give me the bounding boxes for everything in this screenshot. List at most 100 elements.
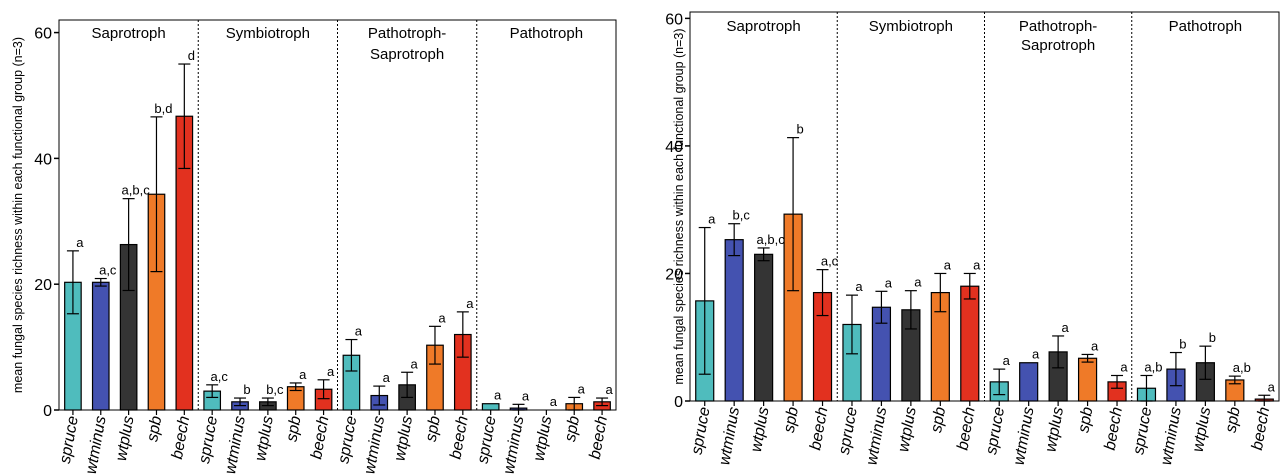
significance-label: a,c <box>99 263 117 278</box>
category-label: wtminus <box>361 415 388 475</box>
group-label: Saprotroph <box>370 46 444 63</box>
group-label: Saprotroph <box>92 25 166 42</box>
significance-label: a <box>466 296 474 311</box>
group-label: Pathotroph- <box>368 25 446 42</box>
chart-1: 0 20 40 60 mean fungal species richness with… <box>11 19 617 475</box>
significance-label: a <box>494 388 502 403</box>
significance-label: a,c <box>821 254 839 269</box>
significance-label: a <box>299 367 307 382</box>
bar-wtplus <box>754 253 774 402</box>
significance-label: b <box>243 382 250 397</box>
category-label: beech <box>447 415 471 461</box>
significance-label: a <box>855 279 863 294</box>
category-label: spb <box>1075 406 1096 434</box>
significance-label: a <box>550 394 558 409</box>
category-label: spb <box>144 415 165 443</box>
significance-label: a <box>944 257 952 272</box>
plot-frame <box>689 11 1280 402</box>
category-label: spruce <box>1130 406 1155 456</box>
category-label: beech <box>169 415 193 461</box>
group-label: Pathotroph- <box>1019 18 1097 35</box>
y-tick-label: 20 <box>34 277 52 294</box>
significance-label: a <box>973 257 981 272</box>
significance-label: b <box>1179 337 1186 352</box>
y-tick-label: 60 <box>665 11 683 28</box>
significance-label: a <box>76 235 84 250</box>
group-label: Symbiotroph <box>226 25 310 42</box>
category-label: spb <box>283 415 304 443</box>
group-label: Pathotroph <box>510 25 583 42</box>
category-label: spb <box>562 415 583 443</box>
bar-wtminus <box>1019 362 1039 402</box>
category-label: wtminus <box>83 415 110 475</box>
significance-label: a,b,c <box>757 232 786 247</box>
significance-label: a <box>1120 359 1128 374</box>
significance-label: a <box>1003 353 1011 368</box>
category-label: wtplus <box>252 415 277 463</box>
category-label: wtplus <box>895 406 920 454</box>
significance-label: b,c <box>266 382 284 397</box>
category-label: wtminus <box>222 415 249 475</box>
bar-wtminus <box>724 239 744 402</box>
significance-label: a,b <box>1144 359 1162 374</box>
y-tick-label: 0 <box>674 394 683 411</box>
category-label: beech <box>587 415 611 461</box>
bar-spruce <box>481 403 500 411</box>
bar-spb <box>1077 357 1098 402</box>
category-label: wtminus <box>863 406 890 467</box>
significance-label: a <box>522 388 530 403</box>
category-label: spruce <box>475 415 500 465</box>
category-label: wtplus <box>748 406 773 454</box>
y-axis-label: mean fungal species richness within each… <box>672 28 686 384</box>
category-label: spruce <box>983 406 1008 456</box>
category-label: spb <box>423 415 444 443</box>
category-label: spruce <box>335 415 360 465</box>
y-axis-label: mean fungal species richness within each… <box>11 37 25 393</box>
y-tick-label: 60 <box>34 26 52 43</box>
significance-label: b <box>796 122 803 137</box>
bar-beech <box>960 285 980 402</box>
category-label: spruce <box>196 415 221 465</box>
category-label: spruce <box>689 406 714 456</box>
category-label: spruce <box>836 406 861 456</box>
significance-label: a <box>411 356 419 371</box>
significance-label: a <box>578 381 586 396</box>
category-label: wtminus <box>716 406 743 467</box>
category-label: wtplus <box>531 415 556 463</box>
category-label: beech <box>308 415 332 461</box>
category-label: wtplus <box>391 415 416 463</box>
category-label: wtplus <box>1190 406 1215 454</box>
significance-label: a <box>355 324 363 339</box>
category-label: spb <box>781 406 802 434</box>
y-tick-label: 40 <box>665 139 683 156</box>
category-label: spb <box>928 406 949 434</box>
significance-label: a <box>605 382 613 397</box>
significance-label: a <box>438 310 446 325</box>
group-label: Symbiotroph <box>869 18 953 35</box>
bar-wtminus <box>91 281 110 411</box>
category-label: beech <box>954 406 978 452</box>
y-tick-label: 0 <box>43 403 52 420</box>
plot-frame <box>58 19 617 411</box>
group-label: Pathotroph <box>1169 18 1242 35</box>
group-label: Saprotroph <box>1021 37 1095 54</box>
category-label: spruce <box>57 415 82 465</box>
significance-label: a <box>1062 320 1070 335</box>
significance-label: a <box>327 364 335 379</box>
category-label: wtminus <box>501 415 528 475</box>
significance-label: a <box>1091 338 1099 353</box>
significance-label: a,c <box>211 369 229 384</box>
significance-label: a <box>1032 347 1040 362</box>
significance-label: b <box>1209 330 1216 345</box>
y-tick-label: 20 <box>665 266 683 283</box>
category-label: beech <box>1102 406 1126 452</box>
y-tick-label: 40 <box>34 151 52 168</box>
group-label: Saprotroph <box>727 18 801 35</box>
significance-label: a <box>885 275 893 290</box>
significance-label: a <box>914 275 922 290</box>
category-label: wtminus <box>1011 406 1038 467</box>
significance-label: d <box>188 48 195 63</box>
category-label: beech <box>1249 406 1273 452</box>
